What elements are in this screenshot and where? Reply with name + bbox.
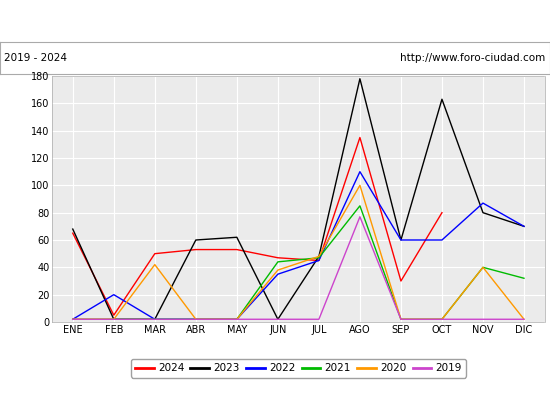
Text: 2019 - 2024: 2019 - 2024 [4, 53, 68, 63]
Text: http://www.foro-ciudad.com: http://www.foro-ciudad.com [400, 53, 546, 63]
Legend: 2024, 2023, 2022, 2021, 2020, 2019: 2024, 2023, 2022, 2021, 2020, 2019 [131, 359, 466, 378]
Text: Evolucion Nº Turistas Nacionales en el municipio de Arabayona de Mógica: Evolucion Nº Turistas Nacionales en el m… [43, 14, 507, 28]
